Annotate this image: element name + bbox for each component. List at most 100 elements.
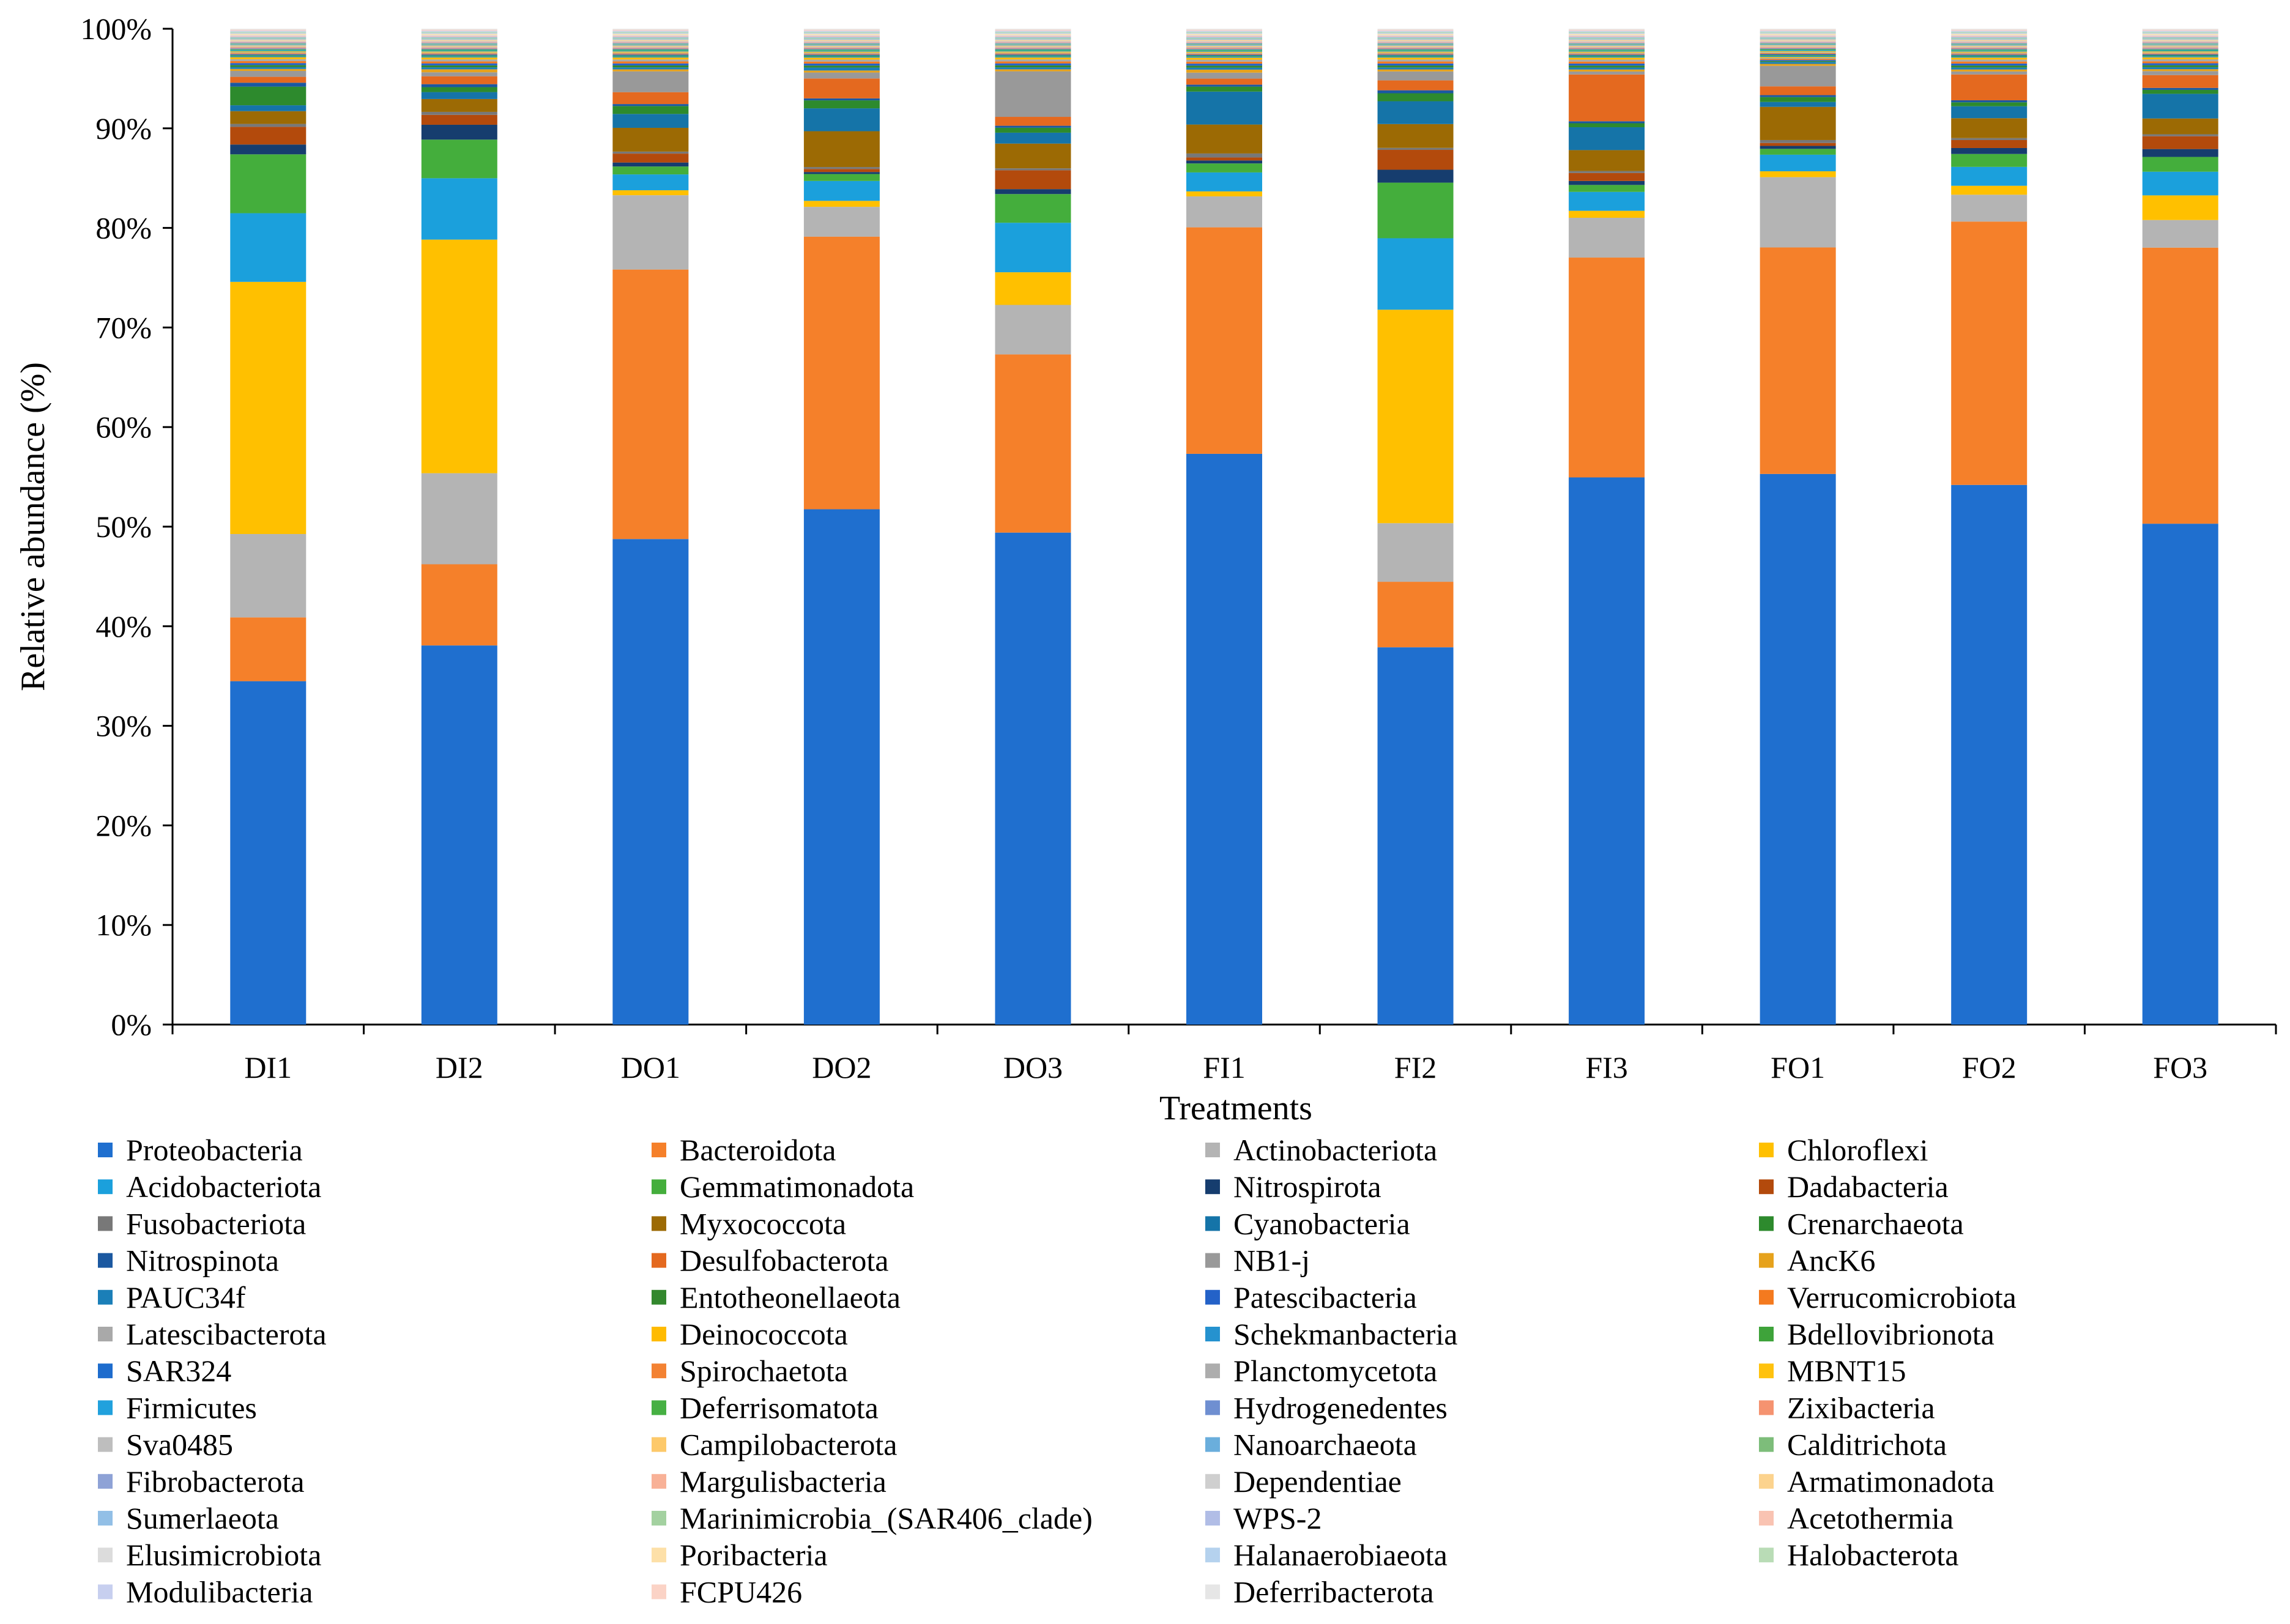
bar-segment — [421, 43, 497, 45]
bar-segment — [2142, 61, 2218, 64]
bar-segment — [1186, 56, 1262, 57]
bar-segment — [230, 35, 307, 37]
legend-swatch — [1205, 1143, 1220, 1157]
bar-segment — [612, 29, 689, 30]
bar-segment — [612, 127, 689, 152]
bar-segment — [421, 59, 497, 62]
bar-segment — [612, 52, 689, 54]
bar-segment — [612, 34, 689, 36]
bar-segment — [1377, 34, 1454, 36]
bar-segment — [1951, 34, 2028, 35]
bar-segment — [995, 532, 1071, 1025]
bar-segment — [2142, 56, 2218, 57]
bar-segment — [995, 46, 1071, 48]
bar-segment — [803, 45, 880, 46]
bar-segment — [612, 67, 689, 70]
legend-swatch — [1205, 1474, 1220, 1489]
bar-segment — [1951, 102, 2028, 106]
bar-segment — [612, 43, 689, 45]
bar-segment — [1760, 29, 1836, 31]
bar-segment — [612, 154, 689, 163]
bar-segment — [1569, 35, 1645, 37]
bar-segment — [421, 72, 497, 76]
bar-segment — [230, 213, 307, 282]
legend-label: Actinobacteriota — [1233, 1133, 1437, 1167]
bar-segment — [612, 92, 689, 105]
bar-segment — [1760, 65, 1836, 87]
bar-segment — [2142, 75, 2218, 88]
legend-item: Armatimonadota — [1759, 1464, 1994, 1499]
legend-swatch — [1205, 1584, 1220, 1600]
bar-segment — [1186, 67, 1262, 70]
bar-segment — [803, 174, 880, 181]
bar-segment — [1186, 53, 1262, 54]
bar-segment — [1377, 150, 1454, 170]
bar-segment — [230, 39, 307, 40]
bar-segment — [1569, 39, 1645, 41]
bar-segment — [803, 31, 880, 33]
bar-segment — [1951, 53, 2028, 55]
x-tick-label: FI2 — [1394, 1050, 1437, 1085]
bar-segment — [1186, 53, 1262, 55]
bar-segment — [1760, 31, 1836, 32]
bar-segment — [230, 617, 307, 681]
bar-segment — [1760, 43, 1836, 45]
bar-segment — [2142, 195, 2218, 220]
legend-swatch — [98, 1327, 113, 1341]
legend-item: Fusobacteriota — [98, 1206, 306, 1240]
bar-segment — [2142, 157, 2218, 172]
bar-segment — [230, 86, 307, 106]
bar-segment — [995, 37, 1071, 39]
legend-label: Nanoarchaeota — [1233, 1428, 1417, 1462]
bar-segment — [1569, 56, 1645, 58]
bar-segment — [1760, 53, 1836, 54]
bar-segment — [612, 104, 689, 106]
legend-item: Desulfobacterota — [652, 1244, 889, 1278]
x-tick-label: FI3 — [1585, 1050, 1627, 1085]
bar-segment — [803, 50, 880, 52]
bar-segment — [803, 56, 880, 58]
bar-segment — [995, 34, 1071, 35]
legend-swatch — [98, 1253, 113, 1268]
bar-segment — [421, 34, 497, 35]
bar-segment — [1186, 37, 1262, 38]
bar-segment — [612, 50, 689, 52]
bar-segment — [230, 42, 307, 44]
bar-segment — [1569, 54, 1645, 56]
legend-item: Margulisbacteria — [652, 1464, 887, 1499]
bar-segment — [612, 166, 689, 175]
bar-segment — [1377, 32, 1454, 34]
bar-segment — [421, 50, 497, 52]
bar-segment — [995, 32, 1071, 34]
bar-segment — [1186, 64, 1262, 66]
legend-item: Schekmanbacteria — [1205, 1317, 1457, 1351]
bar-segment — [803, 72, 880, 79]
bar-segment — [1186, 39, 1262, 41]
bar-segment — [1377, 39, 1454, 40]
bar-segment — [995, 39, 1071, 40]
bar-segment — [1951, 65, 2028, 68]
bar-segment — [1186, 46, 1262, 48]
bar-segment — [995, 55, 1071, 57]
bar-segment — [1760, 149, 1836, 155]
bar-segment — [2142, 29, 2218, 30]
bar-segment — [2142, 43, 2218, 45]
bar-segment — [230, 63, 307, 65]
bar-segment — [1760, 51, 1836, 53]
legend-item: Myxococcota — [652, 1206, 846, 1240]
bar-segment — [1377, 31, 1454, 33]
bar-segment — [1760, 139, 1836, 143]
y-tick-label: 0% — [111, 1007, 152, 1042]
bar-segment — [1569, 185, 1645, 192]
x-tick-label: FI1 — [1203, 1050, 1245, 1085]
bar-segment — [1951, 185, 2028, 195]
legend-label: SAR324 — [126, 1354, 231, 1388]
x-tick-label: DI2 — [436, 1050, 483, 1085]
bar-segment — [995, 50, 1071, 52]
bar-segment — [995, 31, 1071, 33]
bar-segment — [1951, 69, 2028, 72]
bar-segment — [995, 61, 1071, 64]
legend-swatch — [98, 1584, 113, 1600]
legend-item: Nitrospinota — [98, 1244, 279, 1278]
bar-segment — [995, 223, 1071, 273]
